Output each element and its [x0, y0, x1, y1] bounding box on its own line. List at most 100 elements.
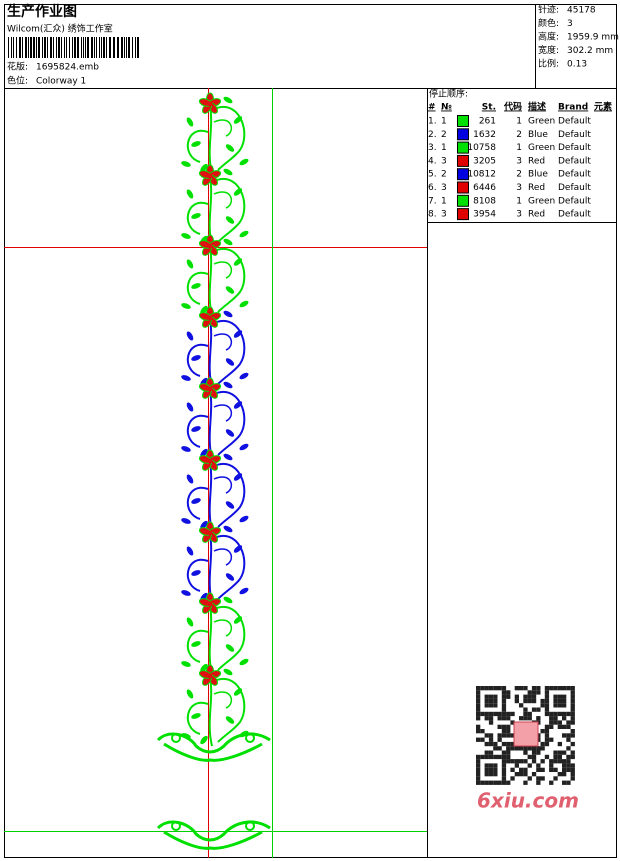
leaf — [233, 688, 243, 696]
qr-module — [536, 763, 541, 768]
bar — [117, 37, 119, 58]
qr-module — [506, 750, 511, 755]
qr-module — [536, 716, 541, 721]
leaf — [223, 525, 233, 533]
row-code: 1 — [516, 196, 522, 206]
qr-module — [476, 686, 481, 691]
qr-module — [557, 711, 562, 717]
qr-module — [480, 737, 485, 742]
leaf — [233, 401, 243, 409]
leaf — [186, 402, 194, 412]
leaf — [239, 230, 249, 238]
qr-module — [570, 772, 575, 777]
qr-module — [562, 733, 567, 738]
bar — [38, 37, 40, 58]
leaf — [223, 96, 233, 104]
leaf — [191, 713, 201, 719]
leaf — [233, 616, 243, 624]
qr-module — [562, 759, 567, 764]
qr-module — [497, 733, 502, 738]
frame — [4, 4, 617, 858]
qr-module — [566, 780, 571, 785]
qr-module — [527, 694, 532, 699]
qr-module — [476, 759, 481, 764]
leaf — [225, 644, 235, 652]
leaf — [200, 305, 208, 315]
row-brand: Default — [558, 156, 591, 166]
qr-module — [570, 733, 575, 738]
qr-module — [536, 707, 541, 712]
qr-module — [488, 772, 494, 777]
stat-label: 宽度: — [538, 44, 559, 56]
qr-module — [497, 724, 502, 729]
row-stitches: 10758 — [467, 143, 496, 153]
row-index: 8. — [428, 210, 437, 220]
curl — [211, 606, 246, 671]
qr-module — [506, 759, 511, 764]
bar — [47, 37, 48, 58]
curl — [213, 619, 233, 637]
qr-module — [566, 686, 571, 691]
row-index: 3. — [428, 143, 437, 153]
qr-module — [501, 686, 507, 691]
bar — [96, 37, 97, 58]
row-description: Blue — [528, 130, 548, 140]
qr-module — [519, 716, 524, 721]
row-stitches: 6446 — [473, 183, 496, 193]
leaf — [186, 546, 194, 556]
qr-module — [562, 767, 567, 772]
curl — [186, 271, 209, 305]
qr-module — [476, 754, 481, 760]
qr-module — [544, 698, 550, 704]
row-stitches: 8108 — [473, 196, 496, 206]
stop-title: 停止顺序: — [429, 88, 468, 100]
qr-module — [531, 750, 537, 755]
bar — [106, 37, 107, 58]
qr-module — [501, 754, 507, 760]
color-swatch — [457, 194, 469, 207]
qr-module — [527, 776, 532, 781]
qr-module — [562, 772, 567, 777]
bar — [66, 37, 67, 58]
qr-module — [510, 767, 515, 772]
qr-module — [523, 772, 528, 777]
qr-module — [501, 690, 507, 695]
design-label: 花版: — [7, 61, 28, 73]
stem — [208, 103, 213, 175]
flower-center — [207, 173, 213, 179]
qr-module — [510, 776, 515, 781]
qr-module — [570, 754, 575, 760]
qr-module — [493, 767, 498, 772]
qr-module — [527, 754, 532, 760]
row-index: 2. — [428, 130, 437, 140]
qr-module — [523, 716, 528, 721]
qr-module — [493, 772, 498, 777]
row-no: 1 — [441, 117, 447, 127]
qr-module — [527, 698, 532, 704]
bar — [69, 37, 70, 58]
leaf — [223, 238, 233, 246]
column-header: 代码 — [503, 101, 522, 113]
leaf — [181, 446, 191, 452]
qr-module — [562, 711, 567, 717]
border — [163, 830, 263, 850]
qr-module — [476, 763, 481, 768]
bar — [113, 37, 115, 58]
curl — [211, 178, 246, 243]
leaf — [181, 590, 191, 596]
stat-label: 针迹: — [538, 4, 559, 16]
row-no: 3 — [441, 210, 447, 220]
qr-module — [536, 776, 541, 781]
qr-module — [484, 733, 489, 738]
qr-module — [570, 686, 575, 691]
qr-module — [506, 746, 511, 751]
bar — [16, 37, 17, 58]
qr-module — [510, 759, 515, 764]
row-index: 1. — [428, 117, 437, 127]
qr-module — [501, 711, 507, 717]
qr-module — [476, 772, 481, 777]
column-header: St. — [482, 103, 496, 113]
curl — [213, 691, 233, 709]
qr-module — [540, 776, 545, 781]
stat-value: 3 — [567, 19, 573, 29]
